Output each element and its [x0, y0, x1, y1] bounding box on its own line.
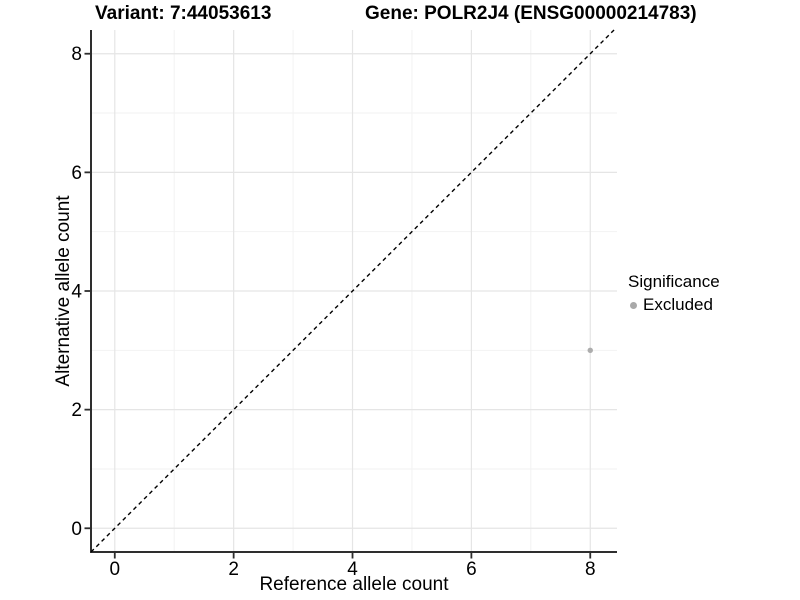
x-tick-label-4: 4 [347, 559, 358, 580]
legend-item-label: Excluded [643, 295, 713, 314]
x-tick-label-2: 2 [228, 559, 239, 580]
y-tick-label-2: 2 [71, 400, 82, 421]
x-tick-label-0: 0 [109, 559, 120, 580]
y-tick-label-0: 0 [71, 519, 82, 540]
y-axis-title: Alternative allele count [53, 195, 74, 387]
y-tick-label-6: 6 [71, 163, 82, 184]
legend: Significance Excluded [628, 272, 720, 315]
grid-layer [91, 30, 617, 552]
x-tick-label-8: 8 [585, 559, 596, 580]
plot-title-variant: Variant: 7:44053613 [95, 3, 272, 24]
legend-item-excluded: Excluded [628, 295, 720, 315]
identity-dashed-line [90, 29, 615, 553]
data-point-excluded [587, 347, 593, 354]
legend-title: Significance [628, 272, 720, 291]
legend-point-icon [630, 301, 637, 309]
y-tick-label-4: 4 [71, 282, 82, 303]
y-tick-label-8: 8 [71, 44, 82, 65]
x-tick-label-6: 6 [466, 559, 477, 580]
data-layer [90, 29, 615, 553]
x-axis-title: Reference allele count [259, 574, 449, 595]
axis-layer: 0 2 4 6 8 0 2 4 6 8 [71, 30, 617, 580]
plot-title-gene: Gene: POLR2J4 (ENSG00000214783) [365, 3, 697, 24]
